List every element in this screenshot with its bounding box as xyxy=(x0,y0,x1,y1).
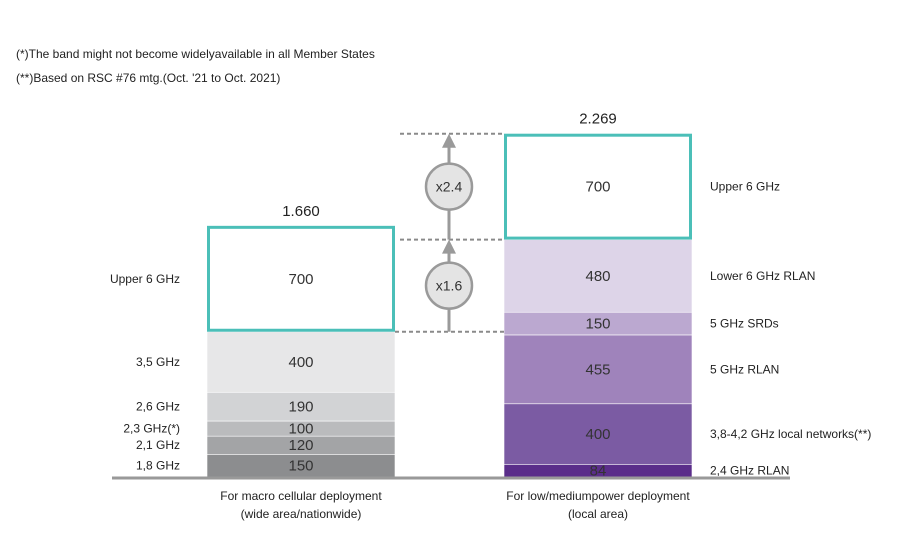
category-label-1-0: For low/mediumpower deployment xyxy=(506,489,690,503)
multiplier-circle-2 xyxy=(424,162,474,211)
band-label-1-3: 5 GHz SRDs xyxy=(710,317,779,331)
band-label-1-0: 2,4 GHz RLAN xyxy=(710,464,789,478)
arrow-head-2 xyxy=(442,133,456,148)
bar-segment-1-1 xyxy=(503,403,693,465)
category-label-0-1: (wide area/nationwide) xyxy=(241,507,362,521)
value-label-0-3: 190 xyxy=(288,399,313,416)
multiplier-circle-1 xyxy=(424,261,474,310)
band-label-0-2: 2,3 GHz(*) xyxy=(123,422,180,436)
bar-segment-0-5 xyxy=(207,225,395,332)
band-label-0-4: 3,5 GHz xyxy=(136,355,180,369)
band-label-1-4: Lower 6 GHz RLAN xyxy=(710,269,815,283)
band-label-1-1: 3,8-4,2 GHz local networks(**) xyxy=(710,427,871,441)
total-label-1: 2.269 xyxy=(579,111,617,128)
value-label-0-2: 100 xyxy=(288,421,313,438)
footnote-2: (**)Based on RSC #76 mtg.(Oct. '21 to Oc… xyxy=(16,71,281,85)
footnotes: (*)The band might not become widelyavail… xyxy=(16,42,375,90)
value-label-1-2: 455 xyxy=(585,361,610,378)
footnote-1: (*)The band might not become widelyavail… xyxy=(16,47,375,61)
value-label-1-0: 84 xyxy=(590,463,607,480)
value-label-0-5: 700 xyxy=(288,271,313,288)
band-label-0-3: 2,6 GHz xyxy=(136,400,180,414)
band-label-1-5: Upper 6 GHz xyxy=(710,180,780,194)
multiplier-label-2: x2.4 xyxy=(436,179,463,195)
value-label-0-0: 150 xyxy=(288,458,313,475)
value-label-1-3: 150 xyxy=(585,316,610,333)
value-label-0-1: 120 xyxy=(288,437,313,454)
value-label-1-4: 480 xyxy=(585,268,610,285)
band-label-0-0: 1,8 GHz xyxy=(136,459,180,473)
bar-segment-0-4 xyxy=(206,331,396,393)
bar-segment-1-2 xyxy=(503,334,693,405)
bar-segment-0-3 xyxy=(206,391,396,422)
band-label-0-5: Upper 6 GHz xyxy=(110,272,180,286)
band-label-1-2: 5 GHz RLAN xyxy=(710,362,779,376)
total-label-0: 1.660 xyxy=(282,203,320,220)
band-label-0-1: 2,1 GHz xyxy=(136,438,180,452)
bar-segment-1-4 xyxy=(503,239,693,313)
value-label-1-1: 400 xyxy=(585,426,610,443)
value-label-0-4: 400 xyxy=(288,354,313,371)
bar-segment-1-5 xyxy=(504,133,692,240)
category-label-1-1: (local area) xyxy=(568,507,628,521)
category-label-0-0: For macro cellular deployment xyxy=(220,489,382,503)
arrow-head-1 xyxy=(442,239,456,254)
value-label-1-5: 700 xyxy=(585,179,610,196)
multiplier-label-1: x1.6 xyxy=(436,278,463,294)
